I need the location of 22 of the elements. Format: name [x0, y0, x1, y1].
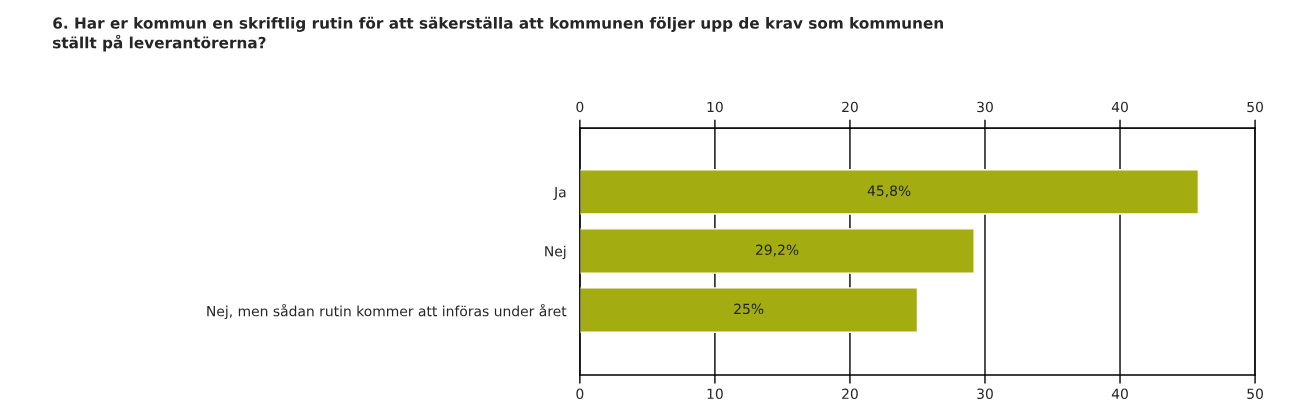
data-label: 29,2%	[755, 244, 799, 257]
x2-tick-label: 0	[576, 101, 584, 113]
data-label: 45,8%	[867, 185, 911, 198]
x2-tick-label: 30	[977, 101, 993, 113]
bar	[579, 228, 975, 274]
chart-title: 6. Har er kommun en skriftlig rutin för att säkerställa att kommunen följer upp de krav som kommunen ställt på leverantörerna?	[53, 16, 943, 52]
bar	[579, 287, 919, 333]
x-tick-label: 30	[977, 388, 993, 400]
y-tick-label: Nej, men sådan rutin kommer att införas under året	[207, 303, 567, 320]
x2-tick-label: 40	[1111, 101, 1128, 113]
x2-tick-label: 20	[842, 101, 858, 113]
x-tick-label: 40	[1111, 388, 1128, 400]
x-tick-label: 10	[707, 388, 723, 400]
x-tick-label: 20	[842, 388, 858, 400]
y-tick-label: Ja	[553, 187, 566, 200]
x-tick-label: 0	[576, 388, 584, 400]
x-tick-label: 50	[1247, 388, 1263, 400]
data-label: 25%	[734, 303, 764, 315]
bar	[579, 169, 1200, 215]
x2-tick-label: 10	[707, 101, 723, 113]
x2-tick-label: 50	[1247, 101, 1263, 113]
y-tick-label: Nej	[545, 245, 566, 260]
